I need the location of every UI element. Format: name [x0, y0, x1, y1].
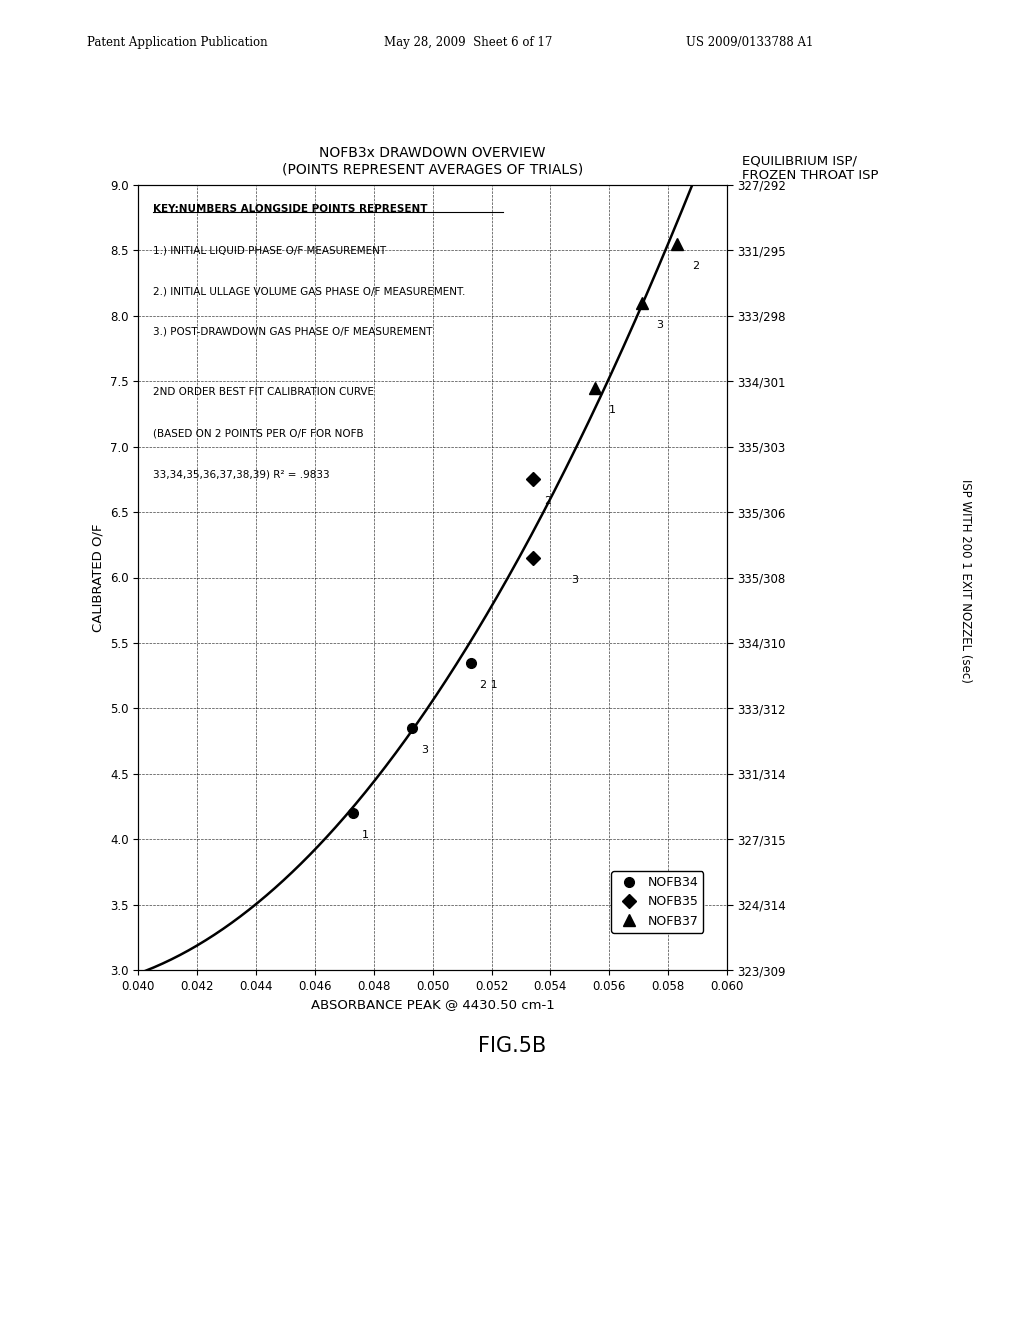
Text: 3: 3: [421, 744, 428, 755]
Text: 2 1: 2 1: [480, 680, 498, 689]
Y-axis label: CALIBRATED O/F: CALIBRATED O/F: [91, 523, 104, 632]
Legend: NOFB34, NOFB35, NOFB37: NOFB34, NOFB35, NOFB37: [611, 871, 703, 932]
Text: ISP WITH 200 1 EXIT NOZZEL (sec): ISP WITH 200 1 EXIT NOZZEL (sec): [959, 479, 972, 682]
Text: May 28, 2009  Sheet 6 of 17: May 28, 2009 Sheet 6 of 17: [384, 36, 552, 49]
Text: FIG.5B: FIG.5B: [478, 1036, 546, 1056]
Text: 2: 2: [692, 261, 698, 271]
Text: EQUILIBRIUM ISP/
FROZEN THROAT ISP: EQUILIBRIUM ISP/ FROZEN THROAT ISP: [742, 154, 879, 182]
Title: NOFB3x DRAWDOWN OVERVIEW
(POINTS REPRESENT AVERAGES OF TRIALS): NOFB3x DRAWDOWN OVERVIEW (POINTS REPRESE…: [282, 147, 584, 177]
Text: 3: 3: [656, 319, 664, 330]
Text: 1.) INITIAL LIQUID PHASE O/F MEASUREMENT: 1.) INITIAL LIQUID PHASE O/F MEASUREMENT: [153, 246, 386, 255]
Text: 1: 1: [362, 830, 369, 840]
Text: 2.) INITIAL ULLAGE VOLUME GAS PHASE O/F MEASUREMENT.: 2.) INITIAL ULLAGE VOLUME GAS PHASE O/F …: [153, 286, 465, 296]
Text: US 2009/0133788 A1: US 2009/0133788 A1: [686, 36, 813, 49]
Text: Patent Application Publication: Patent Application Publication: [87, 36, 267, 49]
Text: 33,34,35,36,37,38,39) R² = .9833: 33,34,35,36,37,38,39) R² = .9833: [153, 469, 330, 479]
Text: (BASED ON 2 POINTS PER O/F FOR NOFB: (BASED ON 2 POINTS PER O/F FOR NOFB: [153, 428, 364, 438]
Text: KEY:NUMBERS ALONGSIDE POINTS REPRESENT: KEY:NUMBERS ALONGSIDE POINTS REPRESENT: [153, 205, 427, 214]
Text: 1: 1: [609, 405, 616, 414]
X-axis label: ABSORBANCE PEAK @ 4430.50 cm-1: ABSORBANCE PEAK @ 4430.50 cm-1: [310, 998, 555, 1011]
Text: 3: 3: [571, 576, 578, 585]
Text: 2ND ORDER BEST FIT CALIBRATION CURVE: 2ND ORDER BEST FIT CALIBRATION CURVE: [153, 388, 374, 397]
Text: 3.) POST-DRAWDOWN GAS PHASE O/F MEASUREMENT: 3.) POST-DRAWDOWN GAS PHASE O/F MEASUREM…: [153, 327, 432, 337]
Text: 2: 2: [545, 496, 552, 507]
